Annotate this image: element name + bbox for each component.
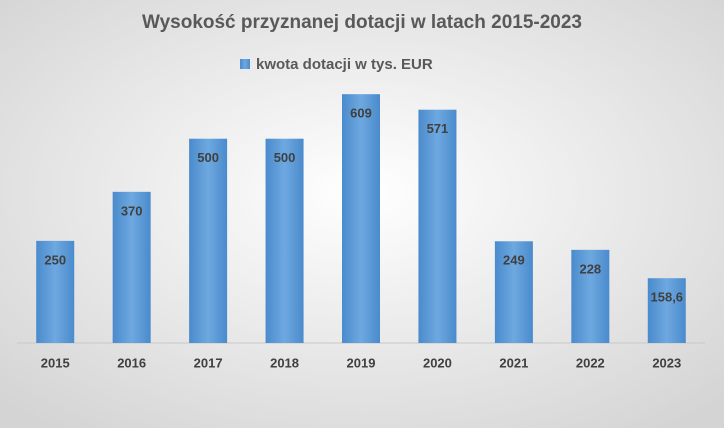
data-label: 609: [350, 106, 372, 121]
legend-swatch: [240, 59, 250, 69]
x-tick-label: 2019: [347, 355, 376, 370]
bar: [189, 138, 228, 343]
x-tick-label: 2015: [41, 355, 70, 370]
x-tick-label: 2022: [576, 355, 605, 370]
data-label: 500: [197, 150, 219, 165]
x-tick-label: 2017: [194, 355, 223, 370]
bar: [36, 240, 75, 343]
x-tick-label: 2023: [652, 355, 681, 370]
bar: [494, 241, 533, 343]
data-label: 571: [427, 121, 449, 136]
bar: [571, 249, 610, 343]
data-label: 158,6: [651, 290, 684, 305]
bar: [342, 94, 380, 344]
x-tick-label: 2018: [270, 355, 299, 370]
x-tick-label: 2020: [423, 355, 452, 370]
bar: [647, 278, 686, 343]
x-tick-label: 2016: [117, 355, 146, 370]
chart-title: Wysokość przyznanej dotacji w latach 201…: [142, 12, 582, 33]
data-label: 500: [274, 150, 296, 165]
legend-label: kwota dotacji w tys. EUR: [256, 56, 433, 73]
data-label: 249: [503, 253, 525, 268]
bar: [265, 138, 304, 343]
data-label: 250: [44, 252, 66, 267]
data-label: 370: [121, 203, 143, 218]
bar: [418, 109, 457, 343]
bar: [112, 191, 151, 343]
x-tick-label: 2021: [499, 355, 528, 370]
data-label: 228: [579, 261, 601, 276]
